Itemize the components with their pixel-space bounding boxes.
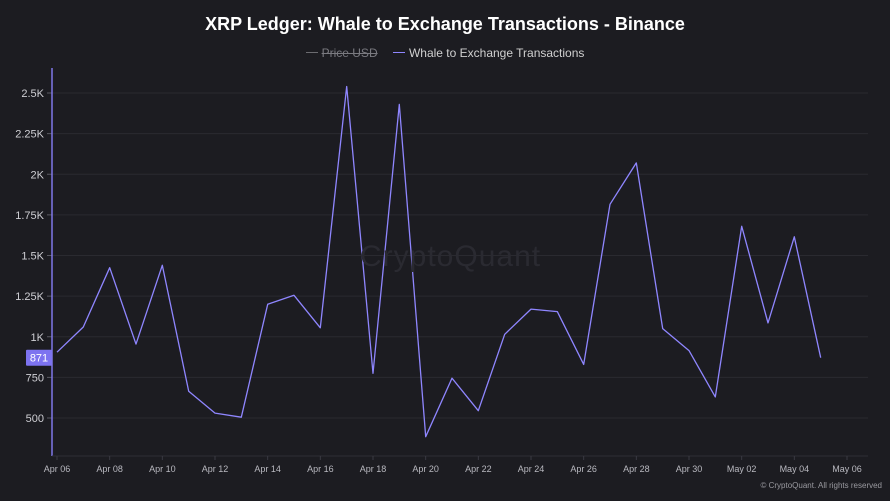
x-tick-label: May 04 [780, 464, 810, 474]
y-tick-label: 500 [26, 413, 44, 425]
data-point [398, 103, 400, 105]
y-tick-label: 2.25K [15, 129, 44, 141]
x-tick-label: Apr 24 [518, 464, 545, 474]
x-tick-label: Apr 14 [254, 464, 281, 474]
data-point [530, 308, 532, 310]
footer-credit: © CryptoQuant. All rights reserved [760, 481, 883, 490]
y-tick-label: 2.5K [21, 88, 44, 100]
y-tick-label: 1.5K [21, 251, 44, 263]
data-point [372, 372, 374, 374]
last-value-badge [26, 349, 52, 366]
data-point [82, 326, 84, 328]
data-point [661, 327, 663, 329]
chart-title: XRP Ledger: Whale to Exchange Transactio… [205, 14, 685, 34]
y-tick-label: 1.75K [15, 210, 44, 222]
data-point [477, 409, 479, 411]
x-tick-label: Apr 12 [202, 464, 229, 474]
data-point [635, 162, 637, 164]
data-point [187, 390, 189, 392]
data-point [293, 294, 295, 296]
data-point [688, 349, 690, 351]
series-line-whale-transactions [56, 85, 822, 438]
x-tick-label: Apr 10 [149, 464, 176, 474]
legend-item-price[interactable]: Price USD [305, 45, 378, 60]
x-tick-label: May 02 [727, 464, 757, 474]
data-point [424, 435, 426, 437]
data-point [793, 236, 795, 238]
legend-label-whale-transactions: Whale to Exchange Transactions [408, 45, 585, 60]
last-value-label: 871 [30, 353, 48, 365]
data-point [819, 357, 821, 359]
data-point [767, 322, 769, 324]
data-point [135, 343, 137, 345]
x-tick-label: Apr 16 [307, 464, 334, 474]
x-tick-label: Apr 20 [412, 464, 439, 474]
x-tick-label: Apr 06 [44, 464, 71, 474]
data-point [161, 264, 163, 266]
legend-label-price: Price USD [321, 45, 378, 60]
data-point [266, 303, 268, 305]
y-tick-label: 2K [31, 169, 45, 181]
data-point [214, 412, 216, 414]
y-tick-label: 1.25K [15, 291, 44, 303]
legend-swatch-whale-transactions [392, 52, 405, 53]
data-point [108, 266, 110, 268]
data-point [740, 225, 742, 227]
x-tick-label: Apr 22 [465, 464, 492, 474]
data-point [714, 396, 716, 398]
legend-swatch-price [305, 52, 318, 53]
data-point [345, 85, 347, 87]
data-point [56, 351, 58, 353]
data-point [556, 310, 558, 312]
x-tick-label: May 06 [832, 464, 862, 474]
data-point [503, 333, 505, 335]
data-point [319, 327, 321, 329]
x-tick-label: Apr 08 [96, 464, 123, 474]
legend-item-whale-transactions[interactable]: Whale to Exchange Transactions [392, 45, 585, 60]
x-tick-label: Apr 26 [570, 464, 597, 474]
x-tick-label: Apr 28 [623, 464, 650, 474]
y-tick-label: 750 [26, 372, 44, 384]
legend: Price USD Whale to Exchange Transactions [0, 42, 890, 60]
x-tick-label: Apr 18 [360, 464, 387, 474]
data-point [582, 363, 584, 365]
data-point [240, 416, 242, 418]
watermark: CryptoQuant [360, 240, 542, 273]
y-tick-label: 1K [31, 332, 45, 344]
x-tick-label: Apr 30 [676, 464, 703, 474]
data-point [451, 377, 453, 379]
data-point [609, 203, 611, 205]
